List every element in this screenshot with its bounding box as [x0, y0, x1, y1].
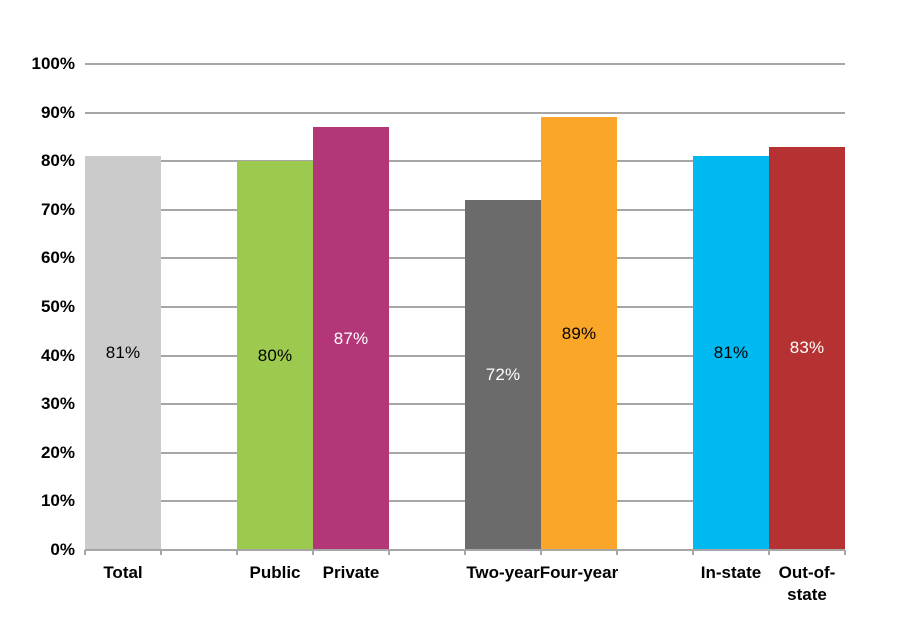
axis-tick — [464, 550, 466, 555]
bar-out-of-state: 83% — [769, 146, 845, 550]
axis-tick — [768, 550, 770, 555]
bar-private: 87% — [313, 127, 389, 550]
axis-tick — [540, 550, 542, 555]
y-axis-label: 20% — [40, 442, 75, 462]
x-axis-label: In-state — [700, 563, 762, 582]
bar-value-label: 81% — [105, 343, 141, 363]
y-axis-label: 40% — [40, 345, 75, 365]
bar-value-label: 83% — [789, 338, 825, 358]
y-axis-label: 90% — [40, 102, 75, 122]
x-axis-label: Out-of-state — [778, 563, 836, 604]
bar-value-label: 80% — [257, 345, 293, 365]
y-axis-label: 60% — [40, 248, 75, 268]
gridline — [85, 63, 845, 65]
x-axis-label: Public — [249, 563, 301, 582]
x-axis-label: Two-year — [466, 563, 540, 582]
y-axis-label: 30% — [40, 394, 75, 414]
bar-value-label: 89% — [561, 323, 597, 343]
x-axis-label: Four-year — [539, 563, 619, 582]
y-axis-label: 0% — [50, 540, 75, 559]
bar-two-year: 72% — [465, 200, 541, 550]
y-axis-label: 50% — [40, 297, 75, 316]
gridline — [85, 160, 845, 163]
bar-value-label: 72% — [485, 365, 521, 385]
bar-public: 80% — [237, 161, 313, 550]
plot-area: 81% 80% 87% 72% 89% 81% 83% — [84, 63, 846, 555]
bar-in-state: 81% — [693, 156, 769, 550]
axis-tick — [388, 550, 390, 555]
y-axis-label: 80% — [40, 151, 75, 171]
x-axis-label: Total — [103, 563, 143, 582]
y-axis-label: 10% — [40, 491, 75, 511]
axis-tick — [84, 550, 86, 555]
bar-four-year: 89% — [541, 117, 617, 550]
axis-tick — [160, 550, 162, 555]
axis-tick — [616, 550, 618, 555]
x-axis-label: Private — [322, 563, 380, 582]
y-axis-label: 100% — [31, 54, 75, 73]
y-axis-label: 70% — [40, 199, 75, 219]
axis-tick — [236, 550, 238, 555]
axis-tick — [692, 550, 694, 555]
bar-value-label: 87% — [333, 328, 369, 348]
axis-tick — [312, 550, 314, 555]
axis-tick — [844, 550, 846, 555]
bar-total: 81% — [85, 156, 161, 550]
bar-value-label: 81% — [713, 343, 749, 363]
gridline — [85, 111, 845, 114]
